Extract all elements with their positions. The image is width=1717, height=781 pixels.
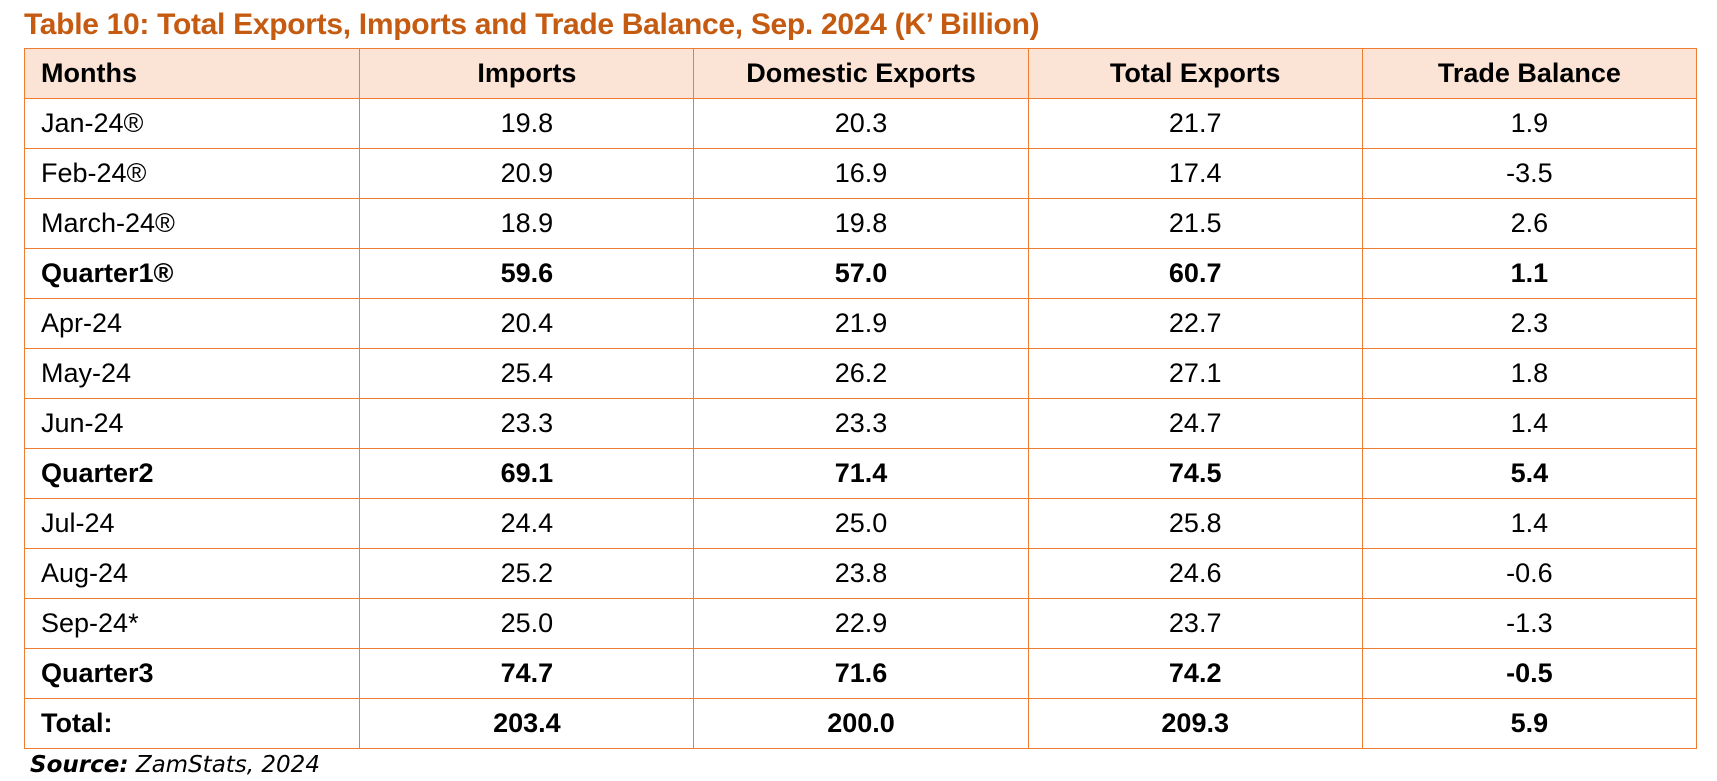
cell-imports: 69.1 (359, 448, 695, 499)
header-total-exports: Total Exports (1027, 48, 1363, 99)
cell-total-exports: 22.7 (1027, 298, 1363, 349)
cell-total-exports: 17.4 (1027, 148, 1363, 199)
cell-total-exports: 23.7 (1027, 598, 1363, 649)
cell-total-exports: 21.7 (1027, 98, 1363, 149)
cell-domestic-exports: 71.4 (693, 448, 1029, 499)
cell-domestic-exports: 19.8 (693, 198, 1029, 249)
header-imports: Imports (359, 48, 695, 99)
cell-trade-balance: 2.3 (1361, 298, 1698, 349)
cell-trade-balance: 1.8 (1361, 348, 1698, 399)
header-domestic-exports: Domestic Exports (693, 48, 1029, 99)
cell-trade-balance: 1.4 (1361, 498, 1698, 549)
cell-domestic-exports: 21.9 (693, 298, 1029, 349)
cell-trade-balance: 1.9 (1361, 98, 1698, 149)
cell-imports: 203.4 (359, 698, 695, 749)
cell-trade-balance: 2.6 (1361, 198, 1698, 249)
cell-imports: 20.9 (359, 148, 695, 199)
cell-trade-balance: 1.1 (1361, 248, 1698, 299)
cell-month: Jan-24® (23, 98, 361, 149)
trade-table: Months Imports Domestic Exports Total Ex… (23, 48, 1698, 749)
table-row: Apr-24 20.4 21.9 22.7 2.3 (23, 298, 1698, 349)
cell-domestic-exports: 22.9 (693, 598, 1029, 649)
cell-total-exports: 74.5 (1027, 448, 1363, 499)
cell-total-exports: 209.3 (1027, 698, 1363, 749)
cell-imports: 19.8 (359, 98, 695, 149)
source-note: Source: ZamStats, 2024 (30, 752, 320, 778)
cell-month: Jun-24 (23, 398, 361, 449)
header-trade-balance: Trade Balance (1361, 48, 1698, 99)
cell-domestic-exports: 71.6 (693, 648, 1029, 699)
table-row: Jul-24 24.4 25.0 25.8 1.4 (23, 498, 1698, 549)
cell-domestic-exports: 25.0 (693, 498, 1029, 549)
table-header: Months Imports Domestic Exports Total Ex… (23, 48, 1698, 99)
cell-domestic-exports: 26.2 (693, 348, 1029, 399)
cell-imports: 25.2 (359, 548, 695, 599)
source-text: ZamStats, 2024 (128, 752, 320, 778)
cell-trade-balance: 1.4 (1361, 398, 1698, 449)
cell-trade-balance: -0.5 (1361, 648, 1698, 699)
cell-domestic-exports: 23.8 (693, 548, 1029, 599)
cell-imports: 24.4 (359, 498, 695, 549)
header-months: Months (23, 48, 361, 99)
cell-month: Quarter3 (23, 648, 361, 699)
table-body: Jan-24® 19.8 20.3 21.7 1.9 Feb-24® 20.9 16.9 17.… (23, 98, 1698, 749)
table-row: Aug-24 25.2 23.8 24.6 -0.6 (23, 548, 1698, 599)
cell-month: Quarter2 (23, 448, 361, 499)
cell-trade-balance: -1.3 (1361, 598, 1698, 649)
cell-trade-balance: 5.9 (1361, 698, 1698, 749)
cell-imports: 25.0 (359, 598, 695, 649)
cell-domestic-exports: 16.9 (693, 148, 1029, 199)
cell-total-exports: 25.8 (1027, 498, 1363, 549)
cell-total-exports: 60.7 (1027, 248, 1363, 299)
cell-month: Quarter1® (23, 248, 361, 299)
cell-imports: 25.4 (359, 348, 695, 399)
table-row: Jan-24® 19.8 20.3 21.7 1.9 (23, 98, 1698, 149)
cell-total-exports: 24.6 (1027, 548, 1363, 599)
table-row: Quarter2 69.1 71.4 74.5 5.4 (23, 448, 1698, 499)
cell-domestic-exports: 200.0 (693, 698, 1029, 749)
cell-total-exports: 74.2 (1027, 648, 1363, 699)
table-row: Feb-24® 20.9 16.9 17.4 -3.5 (23, 148, 1698, 199)
source-label: Source: (30, 752, 129, 778)
cell-total-exports: 27.1 (1027, 348, 1363, 399)
header-row: Months Imports Domestic Exports Total Ex… (23, 48, 1698, 99)
cell-imports: 20.4 (359, 298, 695, 349)
cell-imports: 59.6 (359, 248, 695, 299)
cell-total-exports: 24.7 (1027, 398, 1363, 449)
cell-domestic-exports: 57.0 (693, 248, 1029, 299)
table-row: March-24® 18.9 19.8 21.5 2.6 (23, 198, 1698, 249)
table-row: Total: 203.4 200.0 209.3 5.9 (23, 698, 1698, 749)
cell-trade-balance: -3.5 (1361, 148, 1698, 199)
cell-domestic-exports: 20.3 (693, 98, 1029, 149)
cell-month: Jul-24 (23, 498, 361, 549)
cell-trade-balance: 5.4 (1361, 448, 1698, 499)
table-row: Quarter1® 59.6 57.0 60.7 1.1 (23, 248, 1698, 299)
cell-imports: 18.9 (359, 198, 695, 249)
cell-imports: 74.7 (359, 648, 695, 699)
cell-month: Aug-24 (23, 548, 361, 599)
cell-month: Sep-24* (23, 598, 361, 649)
cell-month: Total: (23, 698, 361, 749)
table-row: May-24 25.4 26.2 27.1 1.8 (23, 348, 1698, 399)
table-row: Sep-24* 25.0 22.9 23.7 -1.3 (23, 598, 1698, 649)
cell-month: Feb-24® (23, 148, 361, 199)
table-title: Table 10: Total Exports, Imports and Tra… (24, 8, 1040, 41)
cell-imports: 23.3 (359, 398, 695, 449)
table-row: Quarter3 74.7 71.6 74.2 -0.5 (23, 648, 1698, 699)
cell-month: Apr-24 (23, 298, 361, 349)
cell-total-exports: 21.5 (1027, 198, 1363, 249)
cell-month: March-24® (23, 198, 361, 249)
cell-domestic-exports: 23.3 (693, 398, 1029, 449)
cell-month: May-24 (23, 348, 361, 399)
table-row: Jun-24 23.3 23.3 24.7 1.4 (23, 398, 1698, 449)
cell-trade-balance: -0.6 (1361, 548, 1698, 599)
